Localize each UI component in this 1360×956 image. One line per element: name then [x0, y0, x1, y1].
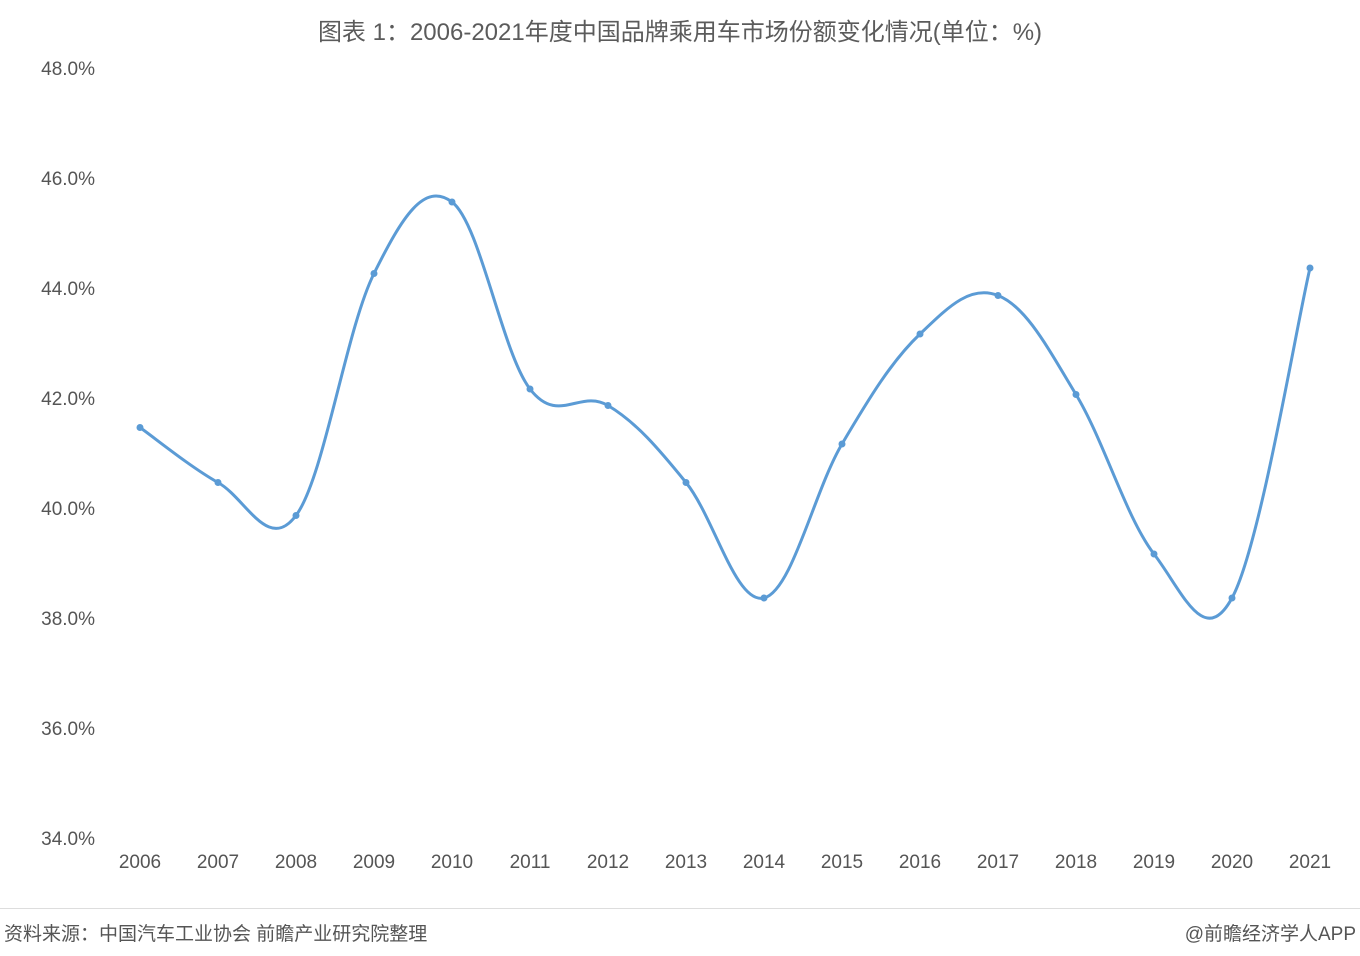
x-tick-label: 2010 — [431, 852, 473, 874]
y-tick-label: 48.0% — [0, 59, 95, 81]
x-tick-label: 2014 — [743, 852, 785, 874]
data-point — [917, 331, 923, 337]
plot-area — [110, 70, 1340, 840]
x-tick-label: 2020 — [1211, 852, 1253, 874]
x-tick-label: 2021 — [1289, 852, 1331, 874]
y-tick-label: 34.0% — [0, 829, 95, 851]
x-tick-label: 2006 — [119, 852, 161, 874]
data-point — [137, 425, 143, 431]
y-tick-label: 42.0% — [0, 389, 95, 411]
x-tick-label: 2011 — [510, 852, 551, 874]
y-tick-label: 46.0% — [0, 169, 95, 191]
x-tick-label: 2017 — [977, 852, 1019, 874]
x-tick-label: 2015 — [821, 852, 863, 874]
chart-title-text: 图表 1：2006-2021年度中国品牌乘用车市场份额变化情况(单位：%) — [318, 19, 1042, 46]
data-point — [1073, 392, 1079, 398]
data-point — [605, 403, 611, 409]
x-tick-label: 2008 — [275, 852, 317, 874]
data-point — [371, 271, 377, 277]
source-label: 资料来源：中国汽车工业协会 前瞻产业研究院整理 — [4, 919, 427, 946]
plot-svg — [110, 70, 1340, 840]
x-tick-label: 2013 — [665, 852, 707, 874]
y-tick-label: 36.0% — [0, 719, 95, 741]
x-tick-label: 2012 — [587, 852, 629, 874]
chart-container: 图表 1：2006-2021年度中国品牌乘用车市场份额变化情况(单位：%) 34… — [0, 0, 1360, 956]
data-point — [839, 441, 845, 447]
data-point — [215, 480, 221, 486]
data-point — [761, 595, 767, 601]
chart-title: 图表 1：2006-2021年度中国品牌乘用车市场份额变化情况(单位：%) — [0, 0, 1360, 47]
data-point — [995, 293, 1001, 299]
y-tick-label: 40.0% — [0, 499, 95, 521]
x-tick-label: 2019 — [1133, 852, 1175, 874]
x-tick-label: 2009 — [353, 852, 395, 874]
footer-bar: 资料来源：中国汽车工业协会 前瞻产业研究院整理 @前瞻经济学人APP — [0, 908, 1360, 956]
data-point — [527, 386, 533, 392]
data-point — [683, 480, 689, 486]
series-line — [140, 196, 1310, 618]
x-tick-label: 2007 — [197, 852, 239, 874]
data-point — [1307, 265, 1313, 271]
y-tick-label: 38.0% — [0, 609, 95, 631]
data-point — [1151, 551, 1157, 557]
data-point — [449, 199, 455, 205]
attribution-label: @前瞻经济学人APP — [1185, 919, 1356, 946]
data-point — [293, 513, 299, 519]
x-tick-label: 2018 — [1055, 852, 1097, 874]
data-point — [1229, 595, 1235, 601]
y-tick-label: 44.0% — [0, 279, 95, 301]
x-tick-label: 2016 — [899, 852, 941, 874]
